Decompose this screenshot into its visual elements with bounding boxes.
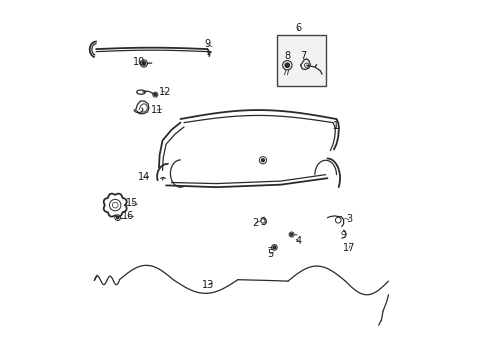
Text: 2: 2 bbox=[253, 218, 259, 228]
Text: 3: 3 bbox=[346, 215, 352, 224]
Text: 16: 16 bbox=[122, 211, 135, 221]
Text: 17: 17 bbox=[343, 243, 355, 253]
Text: 15: 15 bbox=[126, 198, 138, 208]
Text: 14: 14 bbox=[138, 172, 150, 182]
Text: 12: 12 bbox=[159, 87, 171, 97]
Text: 7: 7 bbox=[300, 51, 307, 61]
Text: 13: 13 bbox=[202, 280, 215, 290]
Text: 6: 6 bbox=[295, 23, 301, 33]
Text: 11: 11 bbox=[151, 105, 163, 115]
Text: 4: 4 bbox=[296, 236, 302, 246]
Circle shape bbox=[285, 63, 290, 67]
FancyBboxPatch shape bbox=[276, 35, 326, 86]
Text: 9: 9 bbox=[204, 40, 210, 49]
Text: 10: 10 bbox=[133, 57, 146, 67]
Circle shape bbox=[291, 233, 293, 235]
Circle shape bbox=[262, 159, 265, 162]
Text: 1: 1 bbox=[333, 121, 340, 131]
Text: 5: 5 bbox=[267, 248, 273, 258]
Circle shape bbox=[273, 246, 276, 249]
Text: 8: 8 bbox=[284, 50, 291, 60]
Circle shape bbox=[154, 94, 156, 96]
Polygon shape bbox=[104, 194, 127, 217]
Polygon shape bbox=[137, 90, 146, 94]
Circle shape bbox=[117, 217, 119, 219]
Circle shape bbox=[142, 62, 146, 65]
